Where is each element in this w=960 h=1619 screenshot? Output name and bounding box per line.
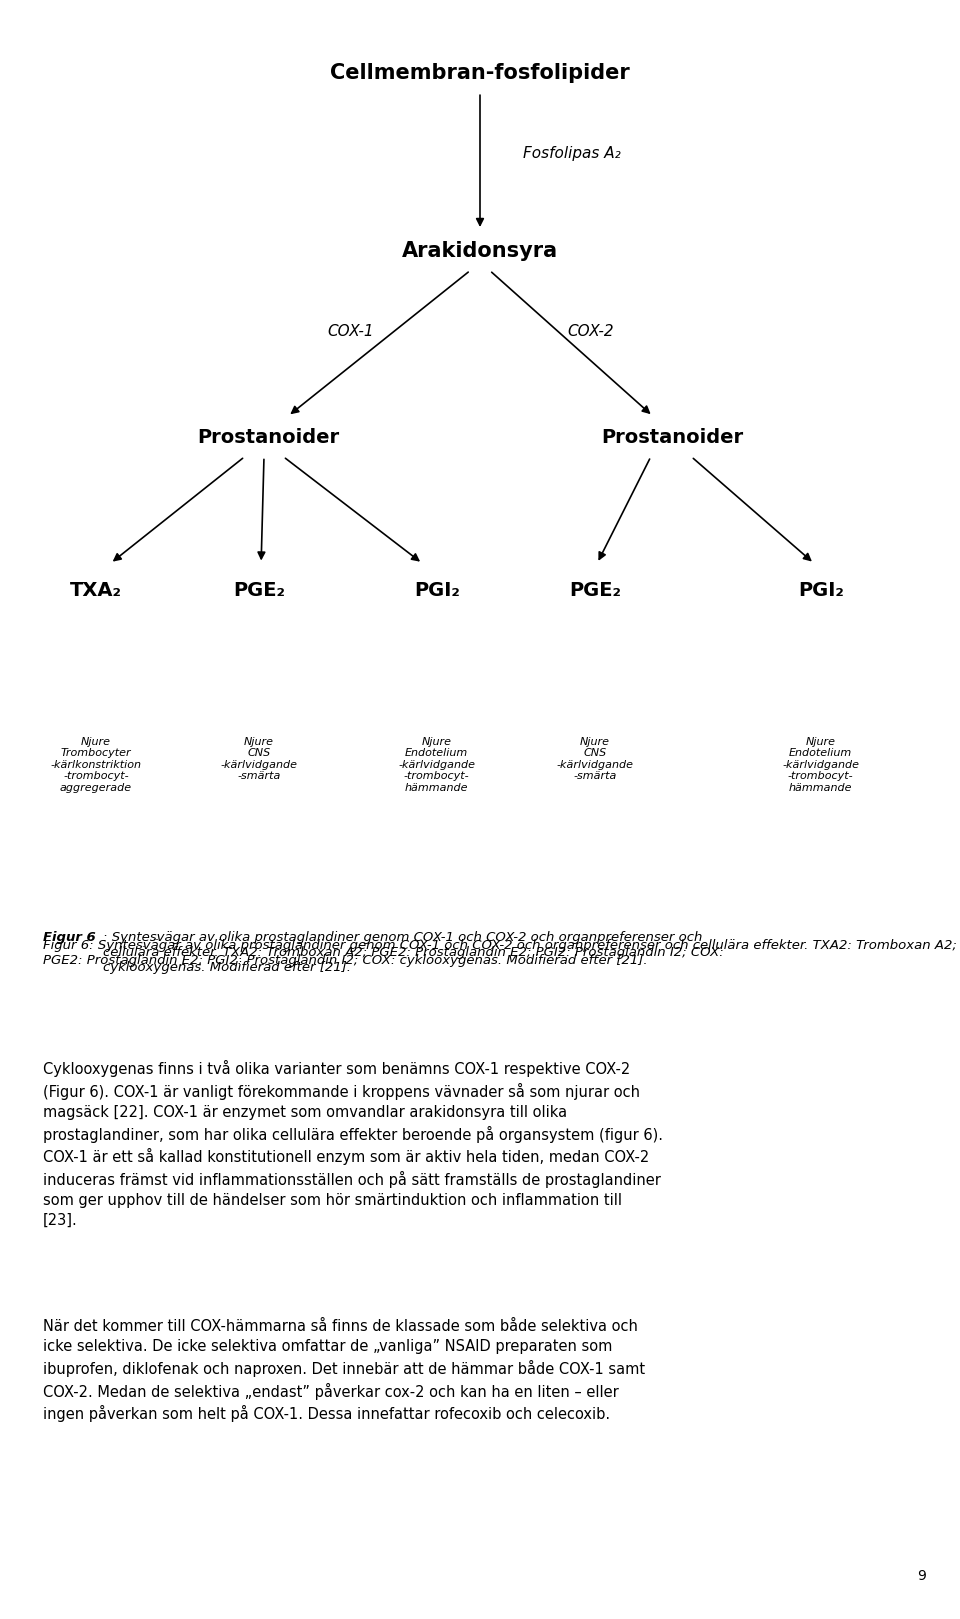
Text: Njure
CNS
-kärlvidgande
-smärta: Njure CNS -kärlvidgande -smärta: [557, 737, 634, 782]
Text: Prostanoider: Prostanoider: [601, 427, 743, 447]
Text: COX-1: COX-1: [327, 324, 373, 340]
Text: PGE₂: PGE₂: [569, 581, 621, 601]
Text: : Syntesvägar av olika prostaglandiner genom COX-1 och COX-2 och organpreferense: : Syntesvägar av olika prostaglandiner g…: [103, 931, 724, 975]
Text: PGE₂: PGE₂: [233, 581, 285, 601]
Text: Njure
Endotelium
-kärlvidgande
-trombocyt-
hämmande: Njure Endotelium -kärlvidgande -trombocy…: [782, 737, 859, 793]
Text: Arakidonsyra: Arakidonsyra: [402, 241, 558, 261]
Text: Njure
Trombocyter
-kärlkonstriktion
-trombocyt-
aggregerade: Njure Trombocyter -kärlkonstriktion -tro…: [51, 737, 141, 793]
Text: Cellmembran-fosfolipider: Cellmembran-fosfolipider: [330, 63, 630, 83]
Text: När det kommer till COX-hämmarna så finns de klassade som både selektiva och
ick: När det kommer till COX-hämmarna så finn…: [43, 1319, 645, 1421]
Text: Fosfolipas A₂: Fosfolipas A₂: [523, 146, 621, 162]
Text: COX-2: COX-2: [567, 324, 613, 340]
Text: Cyklooxygenas finns i två olika varianter som benämns COX-1 respektive COX-2
(Fi: Cyklooxygenas finns i två olika variante…: [43, 1060, 663, 1227]
Text: Njure
Endotelium
-kärlvidgande
-trombocyt-
hämmande: Njure Endotelium -kärlvidgande -trombocy…: [398, 737, 475, 793]
Text: Prostanoider: Prostanoider: [198, 427, 340, 447]
Text: 9: 9: [918, 1569, 926, 1583]
Text: Figur 6: Syntesvägar av olika prostaglandiner genom COX-1 och COX-2 och organpre: Figur 6: Syntesvägar av olika prostaglan…: [43, 939, 957, 967]
Text: TXA₂: TXA₂: [70, 581, 122, 601]
Text: Figur 6: Figur 6: [43, 931, 96, 944]
Text: Njure
CNS
-kärlvidgande
-smärta: Njure CNS -kärlvidgande -smärta: [221, 737, 298, 782]
Text: PGI₂: PGI₂: [414, 581, 460, 601]
Text: PGI₂: PGI₂: [798, 581, 844, 601]
